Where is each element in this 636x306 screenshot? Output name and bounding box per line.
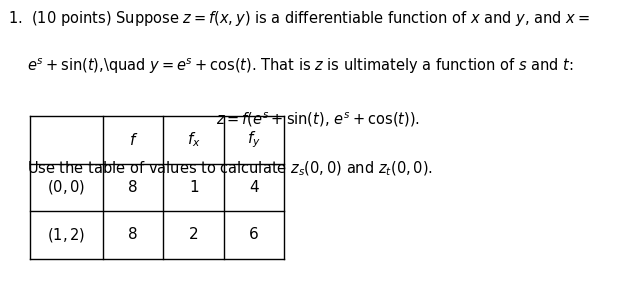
Text: 1: 1 xyxy=(189,180,198,195)
Text: Use the table of values to calculate $z_s(0, 0)$ and $z_t(0, 0)$.: Use the table of values to calculate $z_… xyxy=(27,159,432,177)
Text: 8: 8 xyxy=(128,227,138,242)
Text: $f_y$: $f_y$ xyxy=(247,130,261,150)
Text: 6: 6 xyxy=(249,227,259,242)
Text: $e^s + \sin(t)$,\quad $y = e^s + \cos(t)$. That is $z$ is ultimately a function : $e^s + \sin(t)$,\quad $y = e^s + \cos(t)… xyxy=(27,57,574,76)
Text: 8: 8 xyxy=(128,180,138,195)
Text: 2: 2 xyxy=(189,227,198,242)
Text: $f$: $f$ xyxy=(128,132,138,148)
Text: $z = f(e^s + \sin(t),\, e^s + \cos(t)).$: $z = f(e^s + \sin(t),\, e^s + \cos(t)).$ xyxy=(216,111,420,129)
Text: 1.  (10 points) Suppose $z = f(x, y)$ is a differentiable function of $x$ and $y: 1. (10 points) Suppose $z = f(x, y)$ is … xyxy=(8,9,590,28)
Text: $f_x$: $f_x$ xyxy=(187,131,200,149)
Text: 4: 4 xyxy=(249,180,259,195)
Text: $(1, 2)$: $(1, 2)$ xyxy=(47,226,86,244)
Text: $(0, 0)$: $(0, 0)$ xyxy=(47,178,86,196)
